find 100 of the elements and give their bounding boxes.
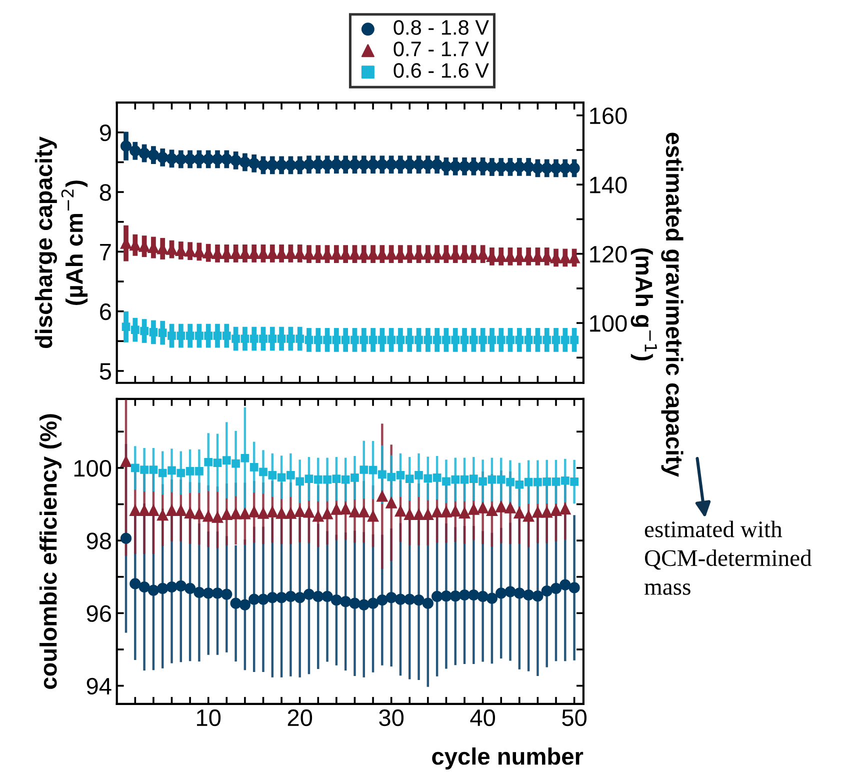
point <box>212 512 224 523</box>
point <box>514 588 525 599</box>
point <box>515 480 524 489</box>
point <box>570 478 578 486</box>
point <box>240 334 250 343</box>
point <box>458 507 470 518</box>
point <box>194 154 205 165</box>
x-tick-label: 20 <box>288 709 312 726</box>
point <box>230 508 242 520</box>
point <box>148 504 160 516</box>
point <box>276 160 288 171</box>
point <box>304 336 314 344</box>
point <box>239 599 250 610</box>
point <box>221 588 232 600</box>
y-tick-label: 98 <box>86 532 111 550</box>
point <box>523 589 534 601</box>
point <box>230 598 242 609</box>
point <box>168 466 176 475</box>
y-tick-label: 8 <box>100 184 111 201</box>
point <box>570 336 578 344</box>
point <box>541 506 552 518</box>
point <box>386 159 397 170</box>
point <box>488 475 496 484</box>
point <box>396 471 405 480</box>
point <box>330 504 342 515</box>
point <box>266 592 278 604</box>
point <box>515 336 524 344</box>
point <box>396 336 405 344</box>
point <box>158 468 167 478</box>
point <box>550 162 562 174</box>
point <box>286 334 295 343</box>
point <box>367 598 379 609</box>
point <box>514 507 525 518</box>
point <box>240 454 250 462</box>
point <box>460 336 469 344</box>
point <box>258 160 269 171</box>
point <box>524 478 533 486</box>
point <box>276 592 288 604</box>
point <box>322 159 333 170</box>
point <box>413 508 424 520</box>
point <box>349 159 360 170</box>
point <box>560 476 570 485</box>
point <box>468 160 480 172</box>
point <box>350 474 359 482</box>
point <box>221 508 232 520</box>
point <box>477 502 488 514</box>
point <box>232 334 240 343</box>
point <box>488 336 496 344</box>
point <box>424 474 432 483</box>
point <box>303 159 315 170</box>
point <box>568 582 580 594</box>
y-tick-label: 5 <box>100 363 112 380</box>
point <box>378 336 386 344</box>
point <box>213 332 222 340</box>
point <box>184 507 196 518</box>
point <box>149 466 158 474</box>
point <box>168 332 176 340</box>
point <box>460 475 469 484</box>
point <box>532 590 544 602</box>
point <box>560 579 571 590</box>
x-axis-title: cycle number <box>432 747 584 770</box>
point <box>222 332 231 340</box>
point <box>175 504 186 516</box>
point <box>340 596 352 608</box>
point <box>130 578 141 590</box>
point <box>394 506 406 517</box>
point <box>413 594 424 606</box>
point <box>120 140 132 152</box>
point <box>450 506 461 517</box>
point <box>496 161 507 173</box>
point <box>414 336 423 344</box>
point <box>486 161 498 173</box>
point <box>323 336 332 344</box>
point <box>424 336 432 344</box>
point <box>202 588 214 599</box>
point <box>450 590 461 602</box>
point <box>376 159 388 170</box>
point <box>212 588 224 599</box>
point <box>442 336 450 344</box>
y2-axis-title: estimated gravimetric capacity (mAh g$^{−1}$) <box>630 132 684 477</box>
legend-label: 0.6 - 1.6 V <box>394 63 489 78</box>
point <box>268 334 277 343</box>
point <box>568 162 580 174</box>
point <box>376 490 388 502</box>
point <box>486 504 498 516</box>
point <box>140 466 148 474</box>
y2-tick-label: 120 <box>590 246 627 263</box>
y-axis-title: discharge capacity (µAh cm$^{−2}$) <box>34 136 88 348</box>
point <box>312 159 324 170</box>
point <box>258 594 269 605</box>
point <box>506 478 514 486</box>
point <box>367 510 379 522</box>
y-tick-label: 96 <box>86 605 111 622</box>
point <box>368 466 378 474</box>
point <box>468 589 480 601</box>
point <box>285 590 296 602</box>
y-tick-label: 9 <box>100 124 111 142</box>
point <box>560 503 571 515</box>
point <box>258 508 269 519</box>
point <box>468 504 480 515</box>
